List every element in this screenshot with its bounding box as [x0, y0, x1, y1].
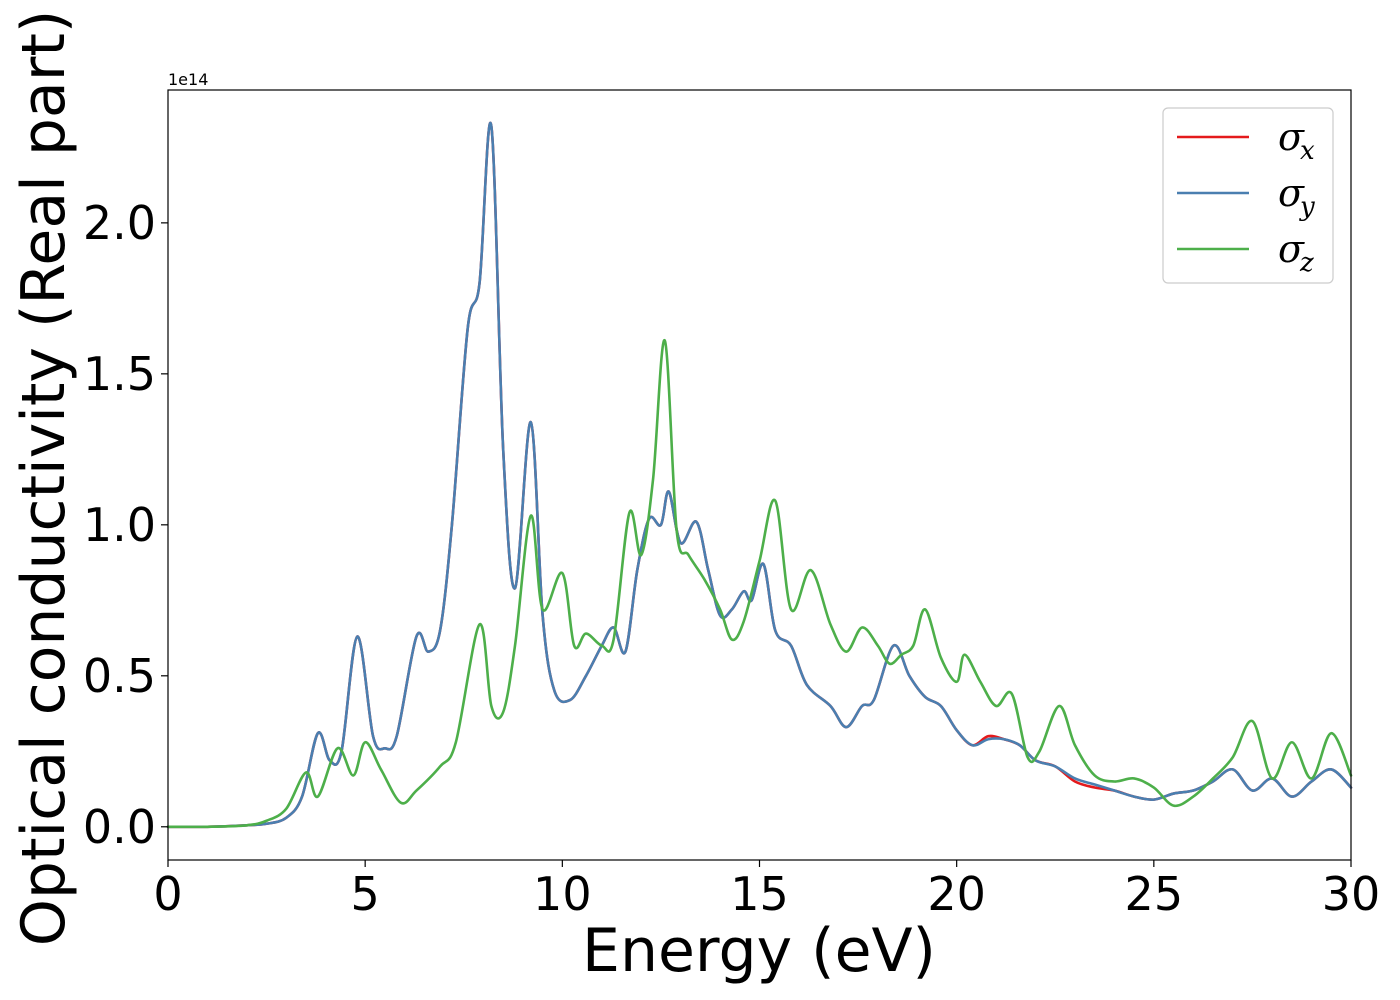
x-tick-label: 20 — [927, 867, 986, 921]
legend-subscript-x: x — [1300, 136, 1315, 166]
legend-label-z: σ — [1278, 227, 1305, 271]
x-tick-label: 30 — [1322, 867, 1381, 921]
x-tick-label: 5 — [351, 867, 380, 921]
legend-label-x: σ — [1278, 115, 1305, 159]
legend-label-y: σ — [1278, 171, 1305, 215]
legend-subscript-z: z — [1299, 248, 1314, 278]
y-tick-label: 0.0 — [83, 800, 156, 854]
y-tick-label: 1.5 — [83, 347, 156, 401]
y-offset-label: 1e14 — [168, 70, 208, 89]
series-line-z — [166, 339, 1353, 829]
y-tick-label: 0.5 — [83, 649, 156, 703]
x-tick-label: 15 — [730, 867, 789, 921]
y-axis-title: Optical conductivity (Real part) — [9, 10, 79, 947]
x-tick-label: 25 — [1125, 867, 1184, 921]
legend-frame — [1162, 107, 1334, 284]
legend-subscript-y: y — [1299, 192, 1315, 222]
series-line-y — [166, 121, 1353, 829]
x-tick-label: 0 — [153, 867, 182, 921]
series-layer — [166, 121, 1353, 829]
x-tick-label: 10 — [533, 867, 592, 921]
x-axis-ticks: 0 5 10 15 20 25 30 — [153, 860, 1380, 921]
x-axis-title: Energy (eV) — [582, 916, 936, 986]
y-tick-label: 2.0 — [83, 196, 156, 250]
y-tick-label: 1.0 — [83, 498, 156, 552]
y-axis-ticks: 0.0 0.5 1.0 1.5 2.0 — [83, 196, 168, 854]
